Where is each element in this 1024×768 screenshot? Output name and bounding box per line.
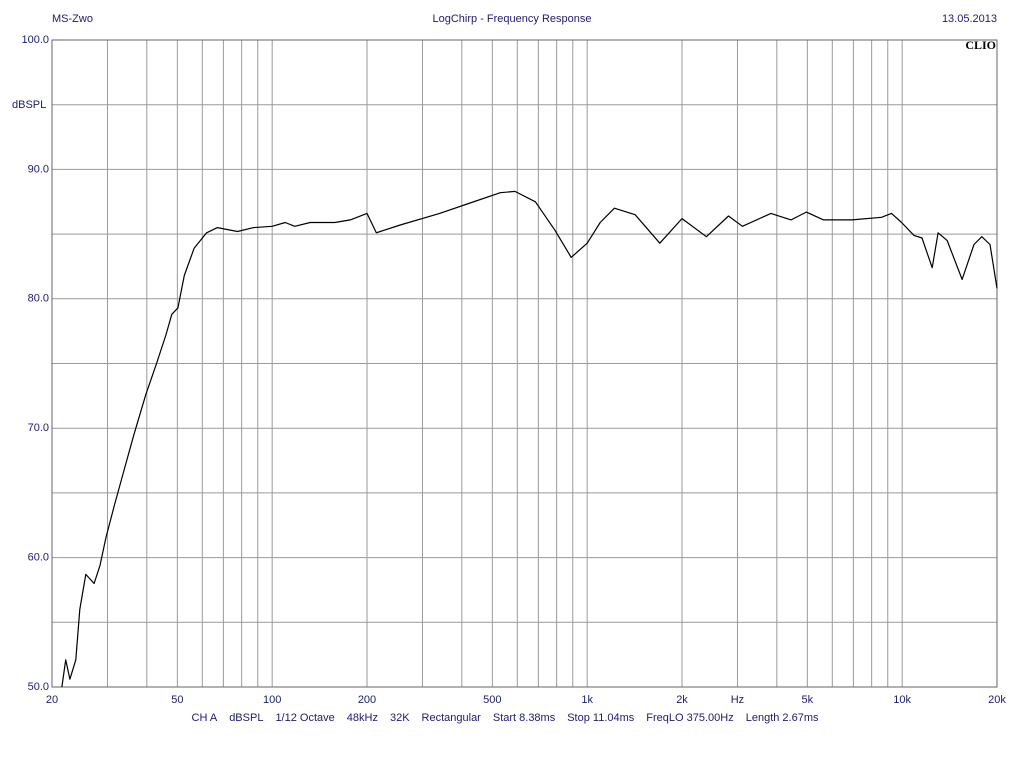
footer-item: 1/12 Octave	[275, 712, 335, 724]
footer-item: dBSPL	[229, 712, 264, 724]
x-tick-label: 5k	[802, 694, 814, 706]
x-tick-label: 20	[46, 694, 58, 706]
y-tick-label: 70.0	[28, 422, 49, 434]
footer-item: 32K	[389, 712, 410, 724]
footer: CH A dBSPL 1/12 Octave 48kHz 32K Rectangular S…	[0, 712, 1010, 724]
footer-item: Rectangular	[421, 712, 481, 724]
chart-title: LogChirp - Frequency Response	[433, 13, 592, 25]
x-tick-label: 100	[263, 694, 281, 706]
header-left: MS-Zwo	[52, 13, 93, 25]
y-tick-label: 100.0	[21, 34, 49, 46]
x-tick-label: 10k	[893, 694, 911, 706]
x-tick-label: 1k	[581, 694, 593, 706]
footer-item: FreqLO 375.00Hz	[646, 712, 734, 724]
plot-frame	[51, 39, 998, 688]
x-tick-label: Hz	[731, 694, 744, 706]
y-tick-label: 60.0	[28, 552, 49, 564]
response-line	[61, 190, 998, 688]
footer-item: Length 2.67ms	[745, 712, 819, 724]
x-tick-label: 500	[483, 694, 501, 706]
x-tick-label: 2k	[676, 694, 688, 706]
footer-item: Start 8.38ms	[492, 712, 556, 724]
x-tick-label: 200	[358, 694, 376, 706]
y-axis-label: dBSPL	[12, 99, 46, 111]
y-tick-label: 50.0	[28, 681, 49, 693]
y-tick-label: 90.0	[28, 163, 49, 175]
footer-item: Stop 11.04ms	[567, 712, 635, 724]
brand: CLIO	[965, 38, 996, 52]
footer-item: CH A	[191, 712, 218, 724]
x-tick-label: 20k	[988, 694, 1006, 706]
x-tick-label: 50	[171, 694, 183, 706]
y-tick-label: 80.0	[28, 293, 49, 305]
footer-item: 48kHz	[346, 712, 378, 724]
header-right: 13.05.2013	[942, 13, 997, 25]
